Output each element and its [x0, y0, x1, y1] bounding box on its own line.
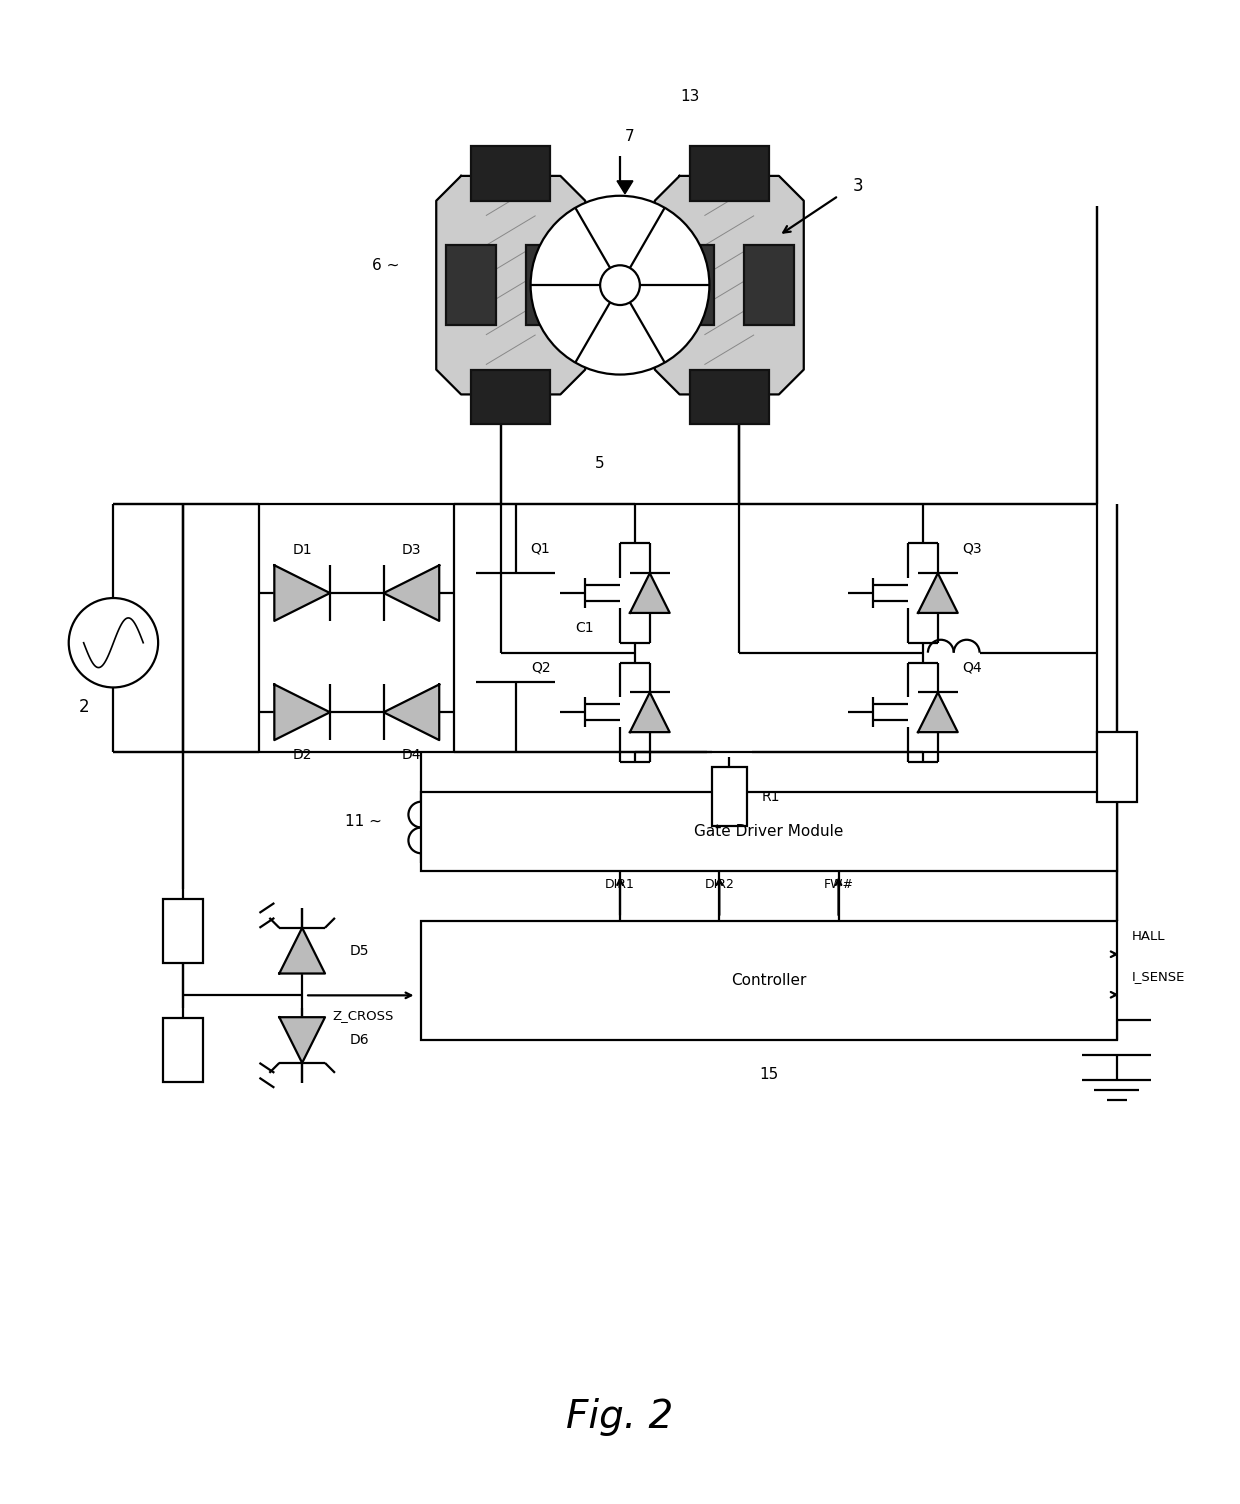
Polygon shape: [383, 566, 439, 621]
Text: 5: 5: [595, 456, 605, 471]
Text: R1: R1: [761, 790, 780, 803]
Bar: [689, 370, 769, 424]
Text: Gate Driver Module: Gate Driver Module: [694, 824, 843, 839]
Text: Q2: Q2: [531, 660, 551, 675]
Bar: [744, 245, 794, 325]
Polygon shape: [618, 180, 632, 194]
Text: Q1: Q1: [531, 541, 551, 555]
Circle shape: [600, 265, 640, 305]
Text: 7: 7: [625, 129, 635, 144]
Bar: [471, 370, 551, 424]
Text: D3: D3: [402, 543, 422, 558]
Polygon shape: [918, 573, 957, 614]
Text: DIR1: DIR1: [605, 878, 635, 890]
Bar: [712, 767, 746, 827]
Polygon shape: [274, 684, 330, 740]
Bar: [665, 245, 714, 325]
Text: C1: C1: [575, 621, 594, 635]
Bar: [1096, 732, 1137, 802]
Text: 2: 2: [78, 698, 89, 716]
Polygon shape: [274, 566, 330, 621]
Text: 3: 3: [853, 177, 864, 196]
Text: Q4: Q4: [962, 660, 982, 675]
Bar: [422, 791, 1117, 871]
Bar: [526, 245, 575, 325]
Text: 15: 15: [759, 1068, 779, 1083]
Bar: [422, 920, 1117, 1041]
Bar: [164, 1018, 203, 1083]
Bar: [689, 146, 769, 200]
Text: 11 ~: 11 ~: [345, 814, 382, 829]
Bar: [446, 245, 496, 325]
Text: FW#: FW#: [823, 878, 853, 890]
Polygon shape: [918, 692, 957, 732]
Text: DIR2: DIR2: [704, 878, 734, 890]
Text: Z_CROSS: Z_CROSS: [332, 1009, 393, 1021]
Text: Q3: Q3: [962, 541, 982, 555]
Polygon shape: [383, 684, 439, 740]
Text: 6 ~: 6 ~: [372, 257, 399, 272]
Text: D5: D5: [350, 943, 370, 958]
Polygon shape: [279, 1017, 325, 1063]
Bar: [164, 898, 203, 963]
Text: HALL: HALL: [1132, 929, 1166, 943]
Polygon shape: [630, 573, 670, 614]
Polygon shape: [279, 928, 325, 973]
Text: Fig. 2: Fig. 2: [567, 1399, 673, 1436]
Text: I_SENSE: I_SENSE: [1132, 970, 1185, 984]
Polygon shape: [655, 176, 804, 394]
Polygon shape: [436, 176, 585, 394]
Circle shape: [531, 196, 709, 374]
Text: Controller: Controller: [732, 973, 807, 988]
Text: D2: D2: [293, 747, 312, 763]
Text: D1: D1: [293, 543, 312, 558]
Polygon shape: [630, 692, 670, 732]
Text: D6: D6: [350, 1033, 370, 1047]
Text: 13: 13: [680, 89, 699, 104]
Text: D4: D4: [402, 747, 422, 763]
Bar: [471, 146, 551, 200]
